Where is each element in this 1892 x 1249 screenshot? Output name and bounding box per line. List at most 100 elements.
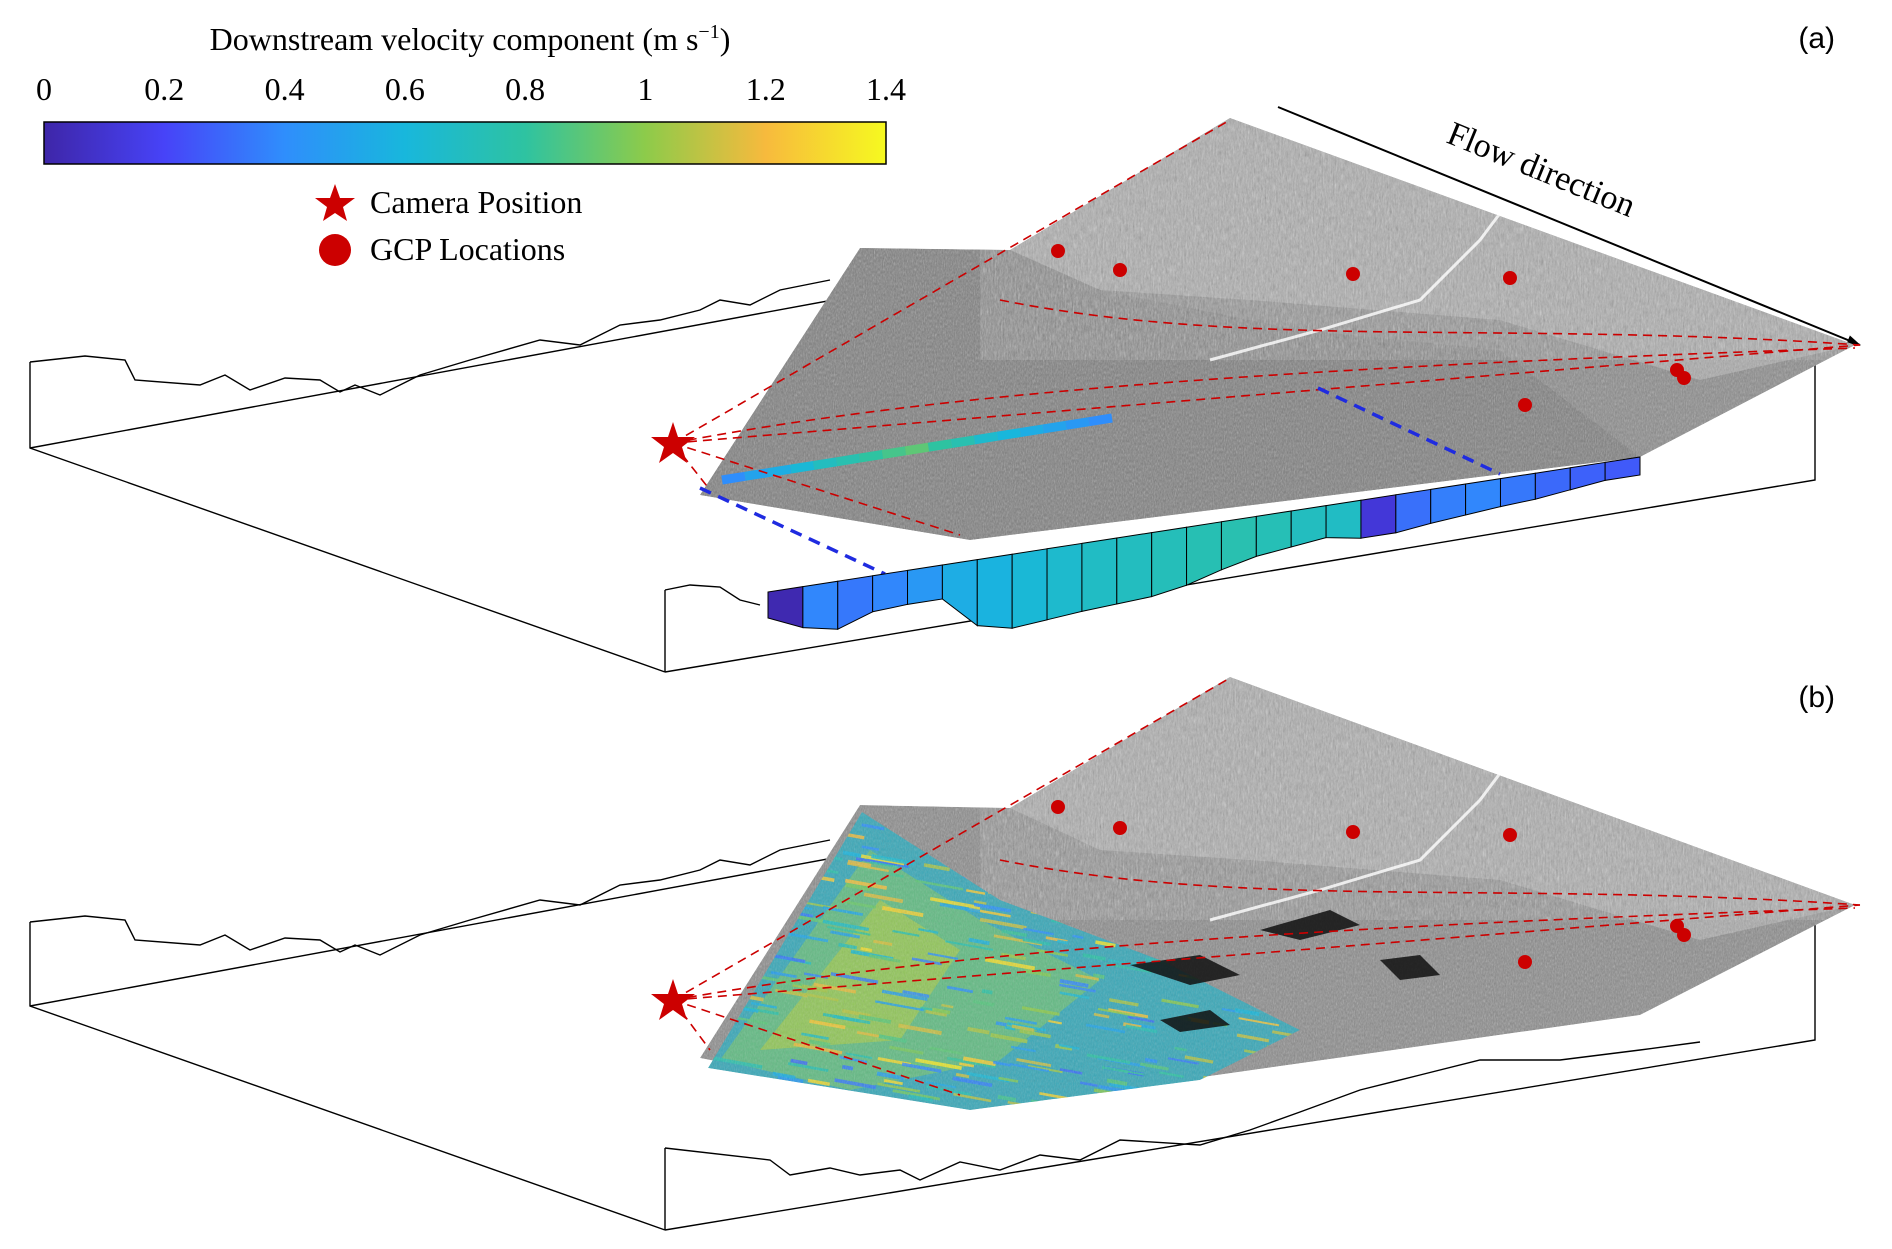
transect-segment [904, 442, 930, 456]
velocity-streak [808, 824, 821, 831]
cross-section-cell [767, 586, 804, 629]
cross-section-cell [872, 569, 909, 613]
velocity-streak [1267, 1101, 1279, 1107]
velocity-streak [830, 1100, 849, 1107]
cross-section-cell [907, 564, 943, 605]
cross-section-cell [1116, 532, 1153, 605]
panel-b-camera-star [651, 979, 695, 1020]
cross-section-cell [1046, 542, 1083, 621]
gcp-point [1518, 398, 1532, 412]
cross-section-cell [1255, 510, 1292, 558]
velocity-streak [1287, 1096, 1300, 1107]
velocity-streak [1284, 1075, 1300, 1082]
gcp-dot-icon [319, 234, 351, 266]
transect-segment [813, 457, 838, 470]
transect-segment [927, 439, 953, 452]
legend: Camera Position GCP Locations [315, 184, 582, 267]
velocity-streak [711, 1096, 728, 1103]
velocity-streak [729, 1091, 746, 1098]
cross-section-cell [802, 580, 839, 630]
velocity-streak [708, 823, 725, 830]
colorbar-tick-label: 0.2 [144, 71, 184, 107]
velocity-streak [730, 1106, 774, 1110]
colorbar-title-exponent: −1 [698, 21, 719, 43]
cross-section-cell [1499, 472, 1536, 508]
velocity-streak [738, 837, 753, 843]
cross-section-cell [1151, 526, 1188, 598]
velocity-streak [749, 897, 781, 907]
camera-star-icon [315, 184, 355, 221]
panel-label-b: (b) [1798, 681, 1835, 714]
transect-segment [835, 453, 861, 467]
cross-section-cell [1360, 494, 1397, 539]
gcp-point [1051, 244, 1065, 258]
cross-section-cell [1325, 499, 1362, 539]
transect-segment [767, 464, 792, 478]
velocity-streak [1225, 1084, 1263, 1096]
transect-segment [1088, 413, 1113, 427]
colorbar-tick-label: 1.4 [866, 71, 906, 107]
panel-a-gcp-points [1051, 244, 1691, 412]
colorbar: Downstream velocity component (m s−1) 0 0… [36, 21, 906, 165]
panel-a-camera-star [651, 422, 695, 463]
cross-section-cell [1011, 548, 1048, 629]
velocity-streak [708, 848, 758, 861]
colorbar-tick-labels: 0 0.2 0.4 0.6 0.8 1 1.2 1.4 [36, 71, 906, 107]
velocity-streak [1094, 1097, 1129, 1107]
velocity-streak [792, 823, 829, 833]
panel-a-section-guide [1317, 386, 1501, 476]
colorbar-tick-label: 0.6 [385, 71, 425, 107]
velocity-streak [739, 829, 782, 840]
panel-b-terrain-block [29, 839, 1816, 1231]
velocity-streak [787, 827, 829, 838]
cross-section-cell [1220, 515, 1257, 571]
gcp-point [1518, 955, 1532, 969]
velocity-streak [1030, 1099, 1070, 1110]
transect-segment [881, 446, 907, 459]
velocity-streak [1198, 1083, 1227, 1092]
velocity-streak [889, 1102, 935, 1110]
velocity-streak [762, 856, 779, 863]
velocity-streak [1140, 1090, 1174, 1100]
transect-segment [973, 431, 999, 445]
velocity-streak [1203, 1075, 1242, 1086]
panel-a-sight-lines [672, 119, 1861, 536]
colorbar-bar [43, 121, 887, 165]
transect-segment [1019, 424, 1044, 438]
gcp-point [1677, 371, 1691, 385]
velocity-streak [755, 1082, 797, 1093]
colorbar-tick-label: 0.8 [505, 71, 545, 107]
transect-segment [1065, 417, 1090, 430]
flow-arrow [1277, 106, 1861, 346]
transect-segment [858, 450, 884, 463]
gcp-point [1346, 267, 1360, 281]
velocity-streak [720, 1099, 760, 1110]
gcp-point [1113, 821, 1127, 835]
cross-section-cell [1430, 483, 1467, 525]
cross-section-cell [837, 575, 874, 631]
cross-section-cell [941, 559, 978, 627]
velocity-streak [1124, 1095, 1161, 1105]
colorbar-title: Downstream velocity component (m s−1) [210, 21, 731, 57]
cross-section-cell [1604, 456, 1641, 481]
velocity-streak [877, 1099, 926, 1110]
gcp-point [1503, 271, 1517, 285]
panel-label-a: (a) [1798, 22, 1835, 55]
velocity-streak [724, 973, 740, 979]
gcp-point [1346, 825, 1360, 839]
gcp-point [1677, 928, 1691, 942]
panel-a-terrain-block [29, 279, 1816, 673]
velocity-streak [720, 911, 744, 919]
velocity-streak [1055, 1098, 1098, 1109]
velocity-streak [1280, 1094, 1300, 1104]
velocity-streak [731, 1079, 746, 1086]
transect-segment [950, 435, 976, 448]
velocity-streak [1241, 1079, 1281, 1089]
cross-section-cell [1534, 467, 1571, 500]
transect-segment [721, 471, 746, 485]
transect-segment [996, 428, 1021, 441]
cross-section-cell [1186, 521, 1222, 586]
panel-b [29, 677, 1861, 1231]
panel-a-river-image [700, 118, 1855, 540]
colorbar-tick-label: 0 [36, 71, 52, 107]
